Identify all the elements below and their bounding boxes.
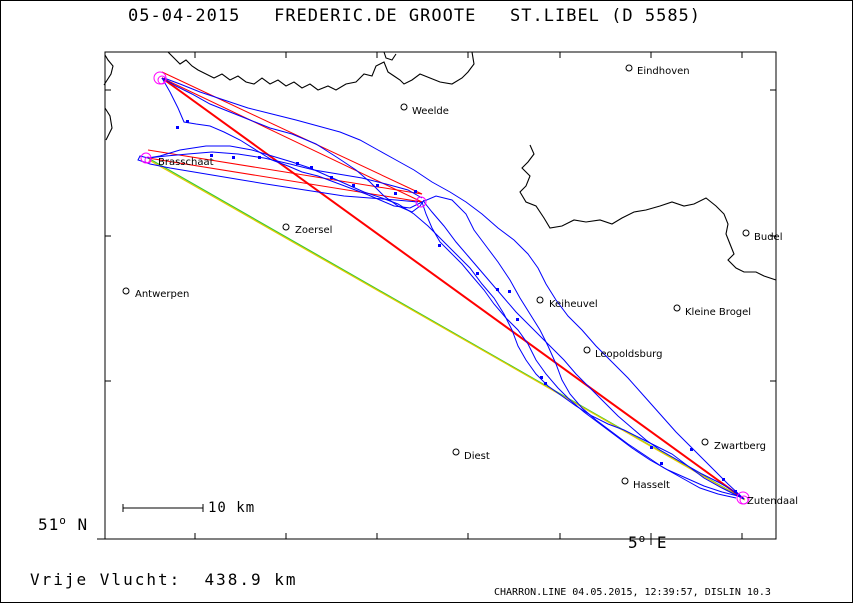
town-label-hasselt: Hasselt xyxy=(633,480,670,491)
latitude-label: 51o N xyxy=(38,514,88,534)
town-label-zutendaal: Zutendaal xyxy=(747,496,798,507)
town-label-budel: Budel xyxy=(754,232,783,243)
town-marker-diest xyxy=(452,448,460,456)
scale-bar xyxy=(122,504,204,512)
flight-track xyxy=(137,77,745,500)
town-label-antwerpen: Antwerpen xyxy=(135,289,190,300)
town-marker-hasselt xyxy=(621,477,629,485)
distance-label: Vrije Vlucht: xyxy=(30,570,182,589)
longitude-label: 5o E xyxy=(628,532,668,552)
free-flight-distance: Vrije Vlucht: 438.9 km xyxy=(30,570,298,589)
task-legs xyxy=(147,71,746,501)
town-label-kleine-brogel: Kleine Brogel xyxy=(685,307,752,318)
town-label-weelde: Weelde xyxy=(412,106,449,117)
town-label-leopoldsburg: Leopoldsburg xyxy=(595,349,663,360)
latitude-hemisphere: N xyxy=(77,515,89,534)
distance-value: 438.9 km xyxy=(204,570,298,589)
town-marker-keiheuvel xyxy=(536,296,544,304)
town-marker-kleine-brogel xyxy=(673,304,681,312)
town-marker-eindhoven xyxy=(625,64,633,72)
town-label-zoersel: Zoersel xyxy=(295,225,333,236)
town-marker-zoersel xyxy=(282,223,290,231)
track-markers xyxy=(176,120,737,493)
town-label-brasschaat: Brasschaat xyxy=(158,157,214,168)
axis-ticks xyxy=(97,52,776,545)
longitude-hemisphere: E xyxy=(656,533,668,552)
town-label-eindhoven: Eindhoven xyxy=(637,66,690,77)
town-label-keiheuvel: Keiheuvel xyxy=(549,299,598,310)
town-markers xyxy=(122,64,750,485)
latitude-value: 51 xyxy=(38,515,60,534)
town-label-diest: Diest xyxy=(464,451,490,462)
scale-bar-label: 10 km xyxy=(208,500,256,516)
town-label-zwartberg: Zwartberg xyxy=(714,441,766,452)
country-border xyxy=(103,51,777,281)
club-name: ST.LIBEL (D 5585) xyxy=(510,6,702,26)
pilot-name: FREDERIC.DE GROOTE xyxy=(274,6,477,26)
longitude-value: 5 xyxy=(628,533,639,552)
town-marker-antwerpen xyxy=(122,287,130,295)
map-frame xyxy=(104,51,777,540)
town-marker-leopoldsburg xyxy=(583,346,591,354)
flight-date: 05-04-2015 xyxy=(128,6,241,26)
chart-title: 05-04-2015 FREDERIC.DE GROOTE ST.LIBEL (… xyxy=(128,6,701,26)
town-marker-zwartberg xyxy=(701,438,709,446)
town-marker-budel xyxy=(742,229,750,237)
town-marker-weelde xyxy=(400,103,408,111)
plot-credit: CHARRON.LINE 04.05.2015, 12:39:57, DISLI… xyxy=(494,587,771,598)
latitude-degree: o xyxy=(59,514,67,527)
longitude-degree: o xyxy=(638,532,647,545)
turnpoint-markers xyxy=(140,71,750,505)
